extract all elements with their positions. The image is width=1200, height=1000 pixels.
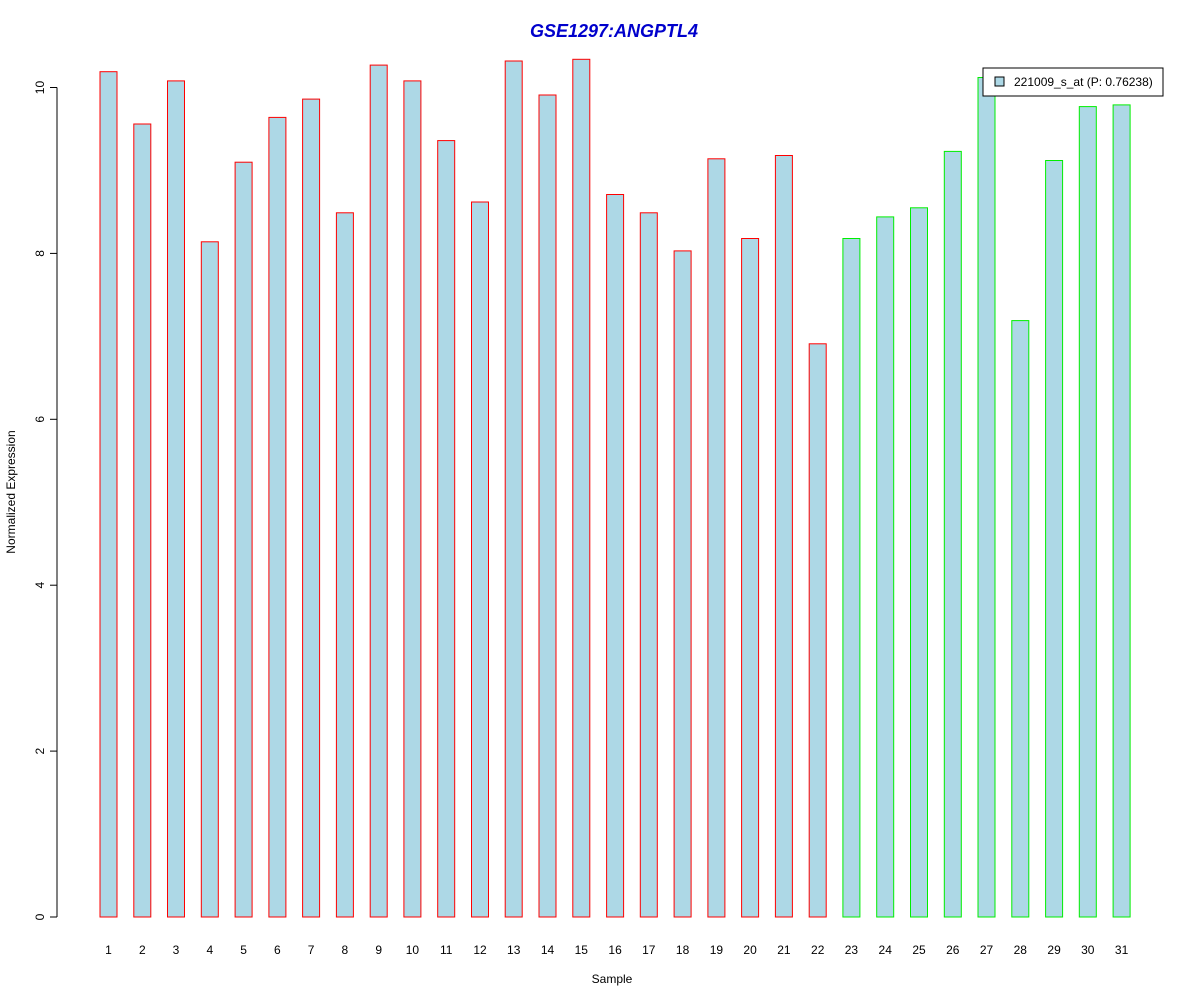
y-tick-label: 0 — [33, 913, 47, 920]
x-tick-label: 11 — [440, 943, 453, 957]
bar-16 — [606, 194, 625, 918]
bar-25 — [910, 207, 928, 918]
y-tick-label: 4 — [33, 582, 47, 589]
bar-19 — [707, 158, 726, 918]
legend-label: 221009_s_at (P: 0.76238) — [1014, 75, 1153, 89]
x-tick-label: 27 — [980, 943, 994, 957]
legend-swatch — [994, 76, 1005, 87]
bar-24 — [876, 216, 895, 918]
legend-box — [982, 67, 1164, 97]
x-tick-label: 21 — [777, 943, 791, 957]
bar-27 — [977, 77, 996, 918]
x-tick-label: 22 — [811, 943, 825, 957]
x-tick-label: 14 — [541, 943, 555, 957]
x-tick-label: 13 — [507, 943, 521, 957]
x-tick-label: 12 — [473, 943, 487, 957]
bar-29 — [1045, 160, 1064, 918]
bar-11 — [437, 140, 456, 918]
bar-3 — [167, 80, 185, 918]
bar-13 — [504, 60, 523, 918]
x-axis-label: Sample — [592, 972, 633, 986]
bar-20 — [741, 238, 760, 918]
bar-21 — [774, 155, 793, 918]
x-tick-label: 2 — [139, 943, 146, 957]
y-tick-label: 8 — [33, 250, 47, 257]
bar-5 — [234, 161, 253, 918]
x-tick-label: 9 — [375, 943, 382, 957]
legend: 221009_s_at (P: 0.76238) — [982, 67, 1164, 97]
x-tick-label: 23 — [845, 943, 859, 957]
bars — [99, 58, 1131, 918]
x-tick-label: 7 — [308, 943, 315, 957]
bar-22 — [808, 343, 827, 918]
y-tick-label: 2 — [33, 747, 47, 754]
bar-10 — [403, 80, 422, 918]
x-tick-label: 4 — [206, 943, 213, 957]
x-tick-label: 31 — [1115, 943, 1129, 957]
y-tick-label: 6 — [33, 416, 47, 423]
x-tick-label: 6 — [274, 943, 281, 957]
x-tick-label: 10 — [406, 943, 420, 957]
y-tick-label: 10 — [33, 81, 47, 95]
bar-14 — [538, 94, 557, 918]
x-tick-label: 16 — [608, 943, 622, 957]
bar-15 — [572, 58, 591, 918]
x-tick-label: 26 — [946, 943, 960, 957]
x-tick-label: 28 — [1014, 943, 1028, 957]
bar-2 — [133, 123, 152, 918]
bar-9 — [369, 64, 388, 918]
bar-6 — [268, 116, 287, 918]
x-tick-label: 30 — [1081, 943, 1095, 957]
bar-23 — [842, 238, 861, 918]
chart-title: GSE1297:ANGPTL4 — [530, 21, 698, 41]
bar-4 — [200, 241, 219, 918]
x-tick-label: 17 — [642, 943, 656, 957]
y-axis-label: Normalized Expression — [4, 430, 18, 553]
x-tick-label: 25 — [912, 943, 926, 957]
x-tick-label: 5 — [240, 943, 247, 957]
bar-7 — [302, 98, 321, 918]
x-tick-label: 18 — [676, 943, 690, 957]
bar-1 — [99, 71, 118, 918]
x-tick-label: 24 — [879, 943, 893, 957]
x-tick-label: 15 — [575, 943, 589, 957]
bar-12 — [471, 201, 489, 918]
y-axis: 0 2 4 6 8 10 — [33, 81, 58, 920]
x-tick-label: 8 — [342, 943, 349, 957]
x-tick-labels: 1 2 3 4 5 6 7 8 9 10 11 12 13 14 15 16 17 18 19 20 21 22 23 24 2… — [105, 943, 1128, 957]
bar-31 — [1112, 104, 1131, 918]
bar-17 — [639, 212, 658, 918]
x-tick-label: 20 — [743, 943, 757, 957]
x-tick-label: 29 — [1047, 943, 1061, 957]
x-tick-label: 3 — [173, 943, 180, 957]
bar-18 — [673, 250, 692, 918]
x-tick-label: 1 — [105, 943, 112, 957]
bar-8 — [335, 212, 354, 918]
bar-28 — [1011, 320, 1030, 918]
x-tick-label: 19 — [710, 943, 724, 957]
bar-30 — [1078, 106, 1097, 918]
bar-26 — [943, 150, 962, 918]
